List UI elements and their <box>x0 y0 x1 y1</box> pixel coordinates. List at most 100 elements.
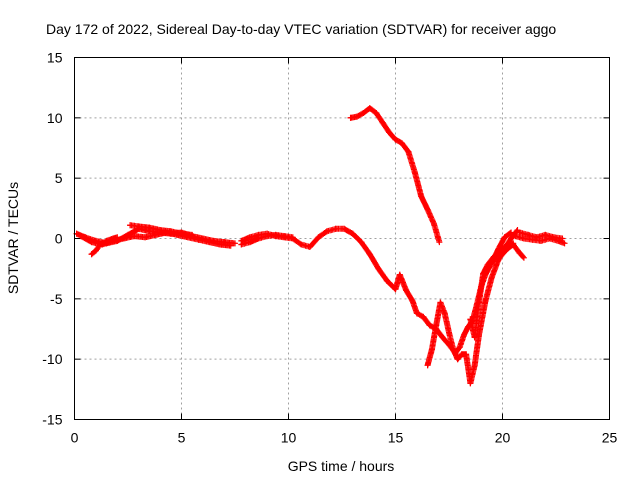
data-point <box>475 299 482 306</box>
data-point <box>497 253 504 260</box>
data-point <box>437 299 444 306</box>
data-point <box>88 251 95 258</box>
data-point <box>546 235 553 242</box>
data-point <box>484 262 491 269</box>
data-point <box>272 231 279 238</box>
data-points <box>73 105 568 387</box>
x-axis-label: GPS time / hours <box>288 458 395 474</box>
data-series-track-6 <box>238 231 296 248</box>
data-point <box>152 231 159 238</box>
data-point <box>360 110 367 117</box>
data-point <box>332 225 339 232</box>
y-axis-label: SDTVAR / TECUs <box>5 182 21 294</box>
data-point <box>246 239 253 246</box>
data-point <box>206 239 213 246</box>
data-point <box>281 233 288 240</box>
data-point <box>349 230 356 237</box>
x-tick-label: 5 <box>178 430 186 446</box>
data-point <box>418 193 425 200</box>
data-point <box>561 240 568 247</box>
data-point <box>497 247 504 254</box>
data-point <box>88 239 95 246</box>
data-point <box>77 233 84 240</box>
data-point <box>217 241 224 248</box>
data-point <box>450 346 457 353</box>
y-tick-label: -10 <box>42 351 62 367</box>
data-point <box>386 129 393 136</box>
data-point <box>398 140 405 147</box>
data-point <box>431 221 438 228</box>
data-point <box>142 234 149 241</box>
data-point <box>428 346 435 353</box>
data-point <box>471 362 478 369</box>
data-point <box>392 286 399 293</box>
data-point <box>157 227 164 234</box>
data-point <box>409 298 416 305</box>
data-point <box>520 254 527 261</box>
x-tick-label: 10 <box>281 430 297 446</box>
data-point <box>255 235 262 242</box>
data-series-track-3 <box>88 234 121 258</box>
data-point <box>436 239 443 246</box>
data-point <box>555 237 562 244</box>
x-tick-label: 15 <box>388 430 404 446</box>
data-point <box>167 228 174 235</box>
data-point <box>135 223 142 230</box>
data-point <box>520 235 527 242</box>
data-point <box>227 242 234 249</box>
data-point <box>120 235 127 242</box>
data-point <box>97 241 104 248</box>
data-series-track-11 <box>497 241 527 261</box>
data-point <box>131 233 138 240</box>
data-point <box>538 237 545 244</box>
data-point <box>373 110 380 117</box>
data-point <box>433 322 440 329</box>
data-point <box>503 246 510 253</box>
data-point <box>146 224 153 231</box>
data-point <box>413 310 420 317</box>
data-point <box>460 332 467 339</box>
data-point <box>178 230 185 237</box>
plot-frame <box>74 57 610 420</box>
x-tick-label: 25 <box>602 430 618 446</box>
series-trace <box>347 105 442 244</box>
data-point <box>512 233 519 240</box>
data-point <box>510 241 517 248</box>
x-tick-label: 20 <box>495 430 511 446</box>
data-point <box>238 241 245 248</box>
data-point <box>495 257 502 264</box>
data-point <box>103 237 110 244</box>
data-point <box>353 113 360 120</box>
y-tick-label: -15 <box>42 412 62 428</box>
data-point <box>358 239 365 246</box>
data-point <box>467 380 474 387</box>
data-point <box>490 253 497 260</box>
data-point <box>289 234 296 241</box>
data-point <box>127 222 134 229</box>
data-point <box>298 241 305 248</box>
y-tick-label: 5 <box>55 170 63 186</box>
data-point <box>403 287 410 294</box>
data-point <box>379 119 386 126</box>
data-point <box>420 313 427 320</box>
data-point <box>264 233 271 240</box>
data-point <box>482 298 489 305</box>
data-point <box>446 329 452 336</box>
data-point <box>306 243 313 250</box>
data-series-track-10 <box>467 240 517 341</box>
data-point <box>366 251 373 258</box>
data-point <box>426 322 433 329</box>
axis-ticks: 0 5 10 15 20 25 15 10 5 0 -5 -10 -15 <box>42 50 617 446</box>
data-point <box>347 114 354 121</box>
data-point <box>189 231 196 238</box>
x-tick-label: 0 <box>71 430 79 446</box>
data-point <box>375 265 382 272</box>
data-point <box>315 234 322 241</box>
data-point <box>324 228 331 235</box>
data-point <box>110 235 117 242</box>
data-point <box>529 236 536 243</box>
data-series-track-13 <box>512 233 568 247</box>
data-point <box>195 236 202 243</box>
data-point <box>439 334 446 341</box>
